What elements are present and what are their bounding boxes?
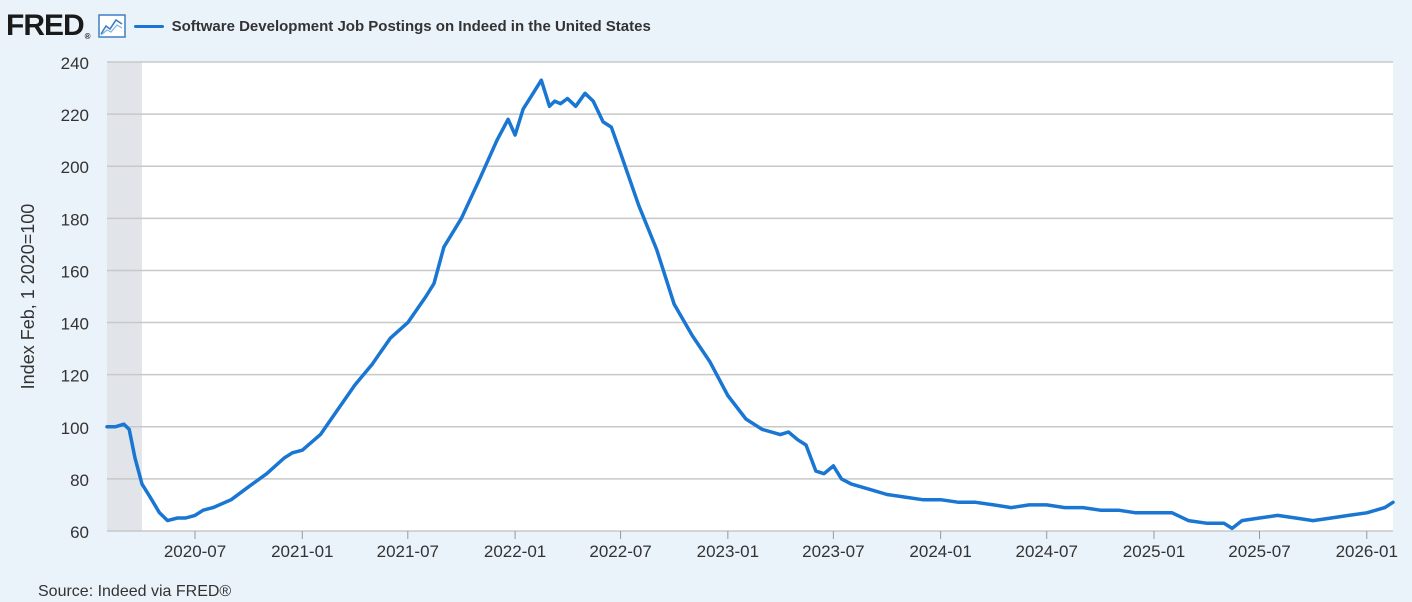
fred-logo[interactable]: FRED® (6, 9, 91, 42)
y-tick-label: 240 (61, 54, 89, 73)
x-tick-label: 2022-07 (589, 542, 651, 561)
line-chart: 60 80 100 120 140 160 180 200 220 240 2020-07 2021… (18, 54, 1398, 561)
legend-label: Software Development Job Postings on Ind… (171, 17, 651, 35)
y-tick-label: 200 (61, 158, 89, 177)
x-tick-label: 2022-01 (484, 542, 546, 561)
legend: Software Development Job Postings on Ind… (133, 17, 651, 35)
x-tick-label: 2025-01 (1123, 542, 1185, 561)
y-tick-label: 120 (61, 367, 89, 386)
y-tick-label: 100 (61, 419, 89, 438)
y-tick-label: 220 (61, 106, 89, 125)
x-tick-label: 2021-01 (271, 542, 333, 561)
x-tick-label: 2023-07 (802, 542, 864, 561)
x-tick-label: 2020-07 (164, 542, 226, 561)
legend-swatch (133, 24, 164, 28)
x-tick-label: 2021-07 (377, 542, 439, 561)
y-tick-label: 140 (61, 315, 89, 334)
gridlines (107, 61, 1393, 532)
x-tick-label: 2024-01 (909, 542, 971, 561)
recession-band (107, 62, 142, 531)
x-tick-label: 2024-07 (1016, 542, 1078, 561)
series-line[interactable] (105, 78, 1395, 531)
x-tick-label: 2023-01 (697, 542, 759, 561)
x-tick-labels: 2020-07 2021-01 2021-07 2022-01 2022-07 2023-… (164, 531, 1398, 561)
y-tick-label: 60 (70, 523, 89, 542)
plot-area (107, 62, 1393, 531)
y-tick-label: 160 (61, 262, 89, 281)
y-tick-label: 180 (61, 210, 89, 229)
fred-logo-text: FRED (6, 9, 85, 42)
y-tick-labels: 60 80 100 120 140 160 180 200 220 240 (61, 54, 89, 542)
fred-logo-registered: ® (84, 32, 91, 41)
x-tick-label: 2026-01 (1336, 542, 1398, 561)
chart-header: FRED® Software Development Job Postings … (6, 8, 651, 44)
y-tick-label: 80 (70, 471, 89, 490)
source-note: Source: Indeed via FRED® (38, 583, 232, 600)
x-tick-label: 2025-07 (1228, 542, 1290, 561)
y-axis-label: Index Feb, 1 2020=100 (18, 204, 38, 390)
line-chart-icon (97, 14, 126, 38)
